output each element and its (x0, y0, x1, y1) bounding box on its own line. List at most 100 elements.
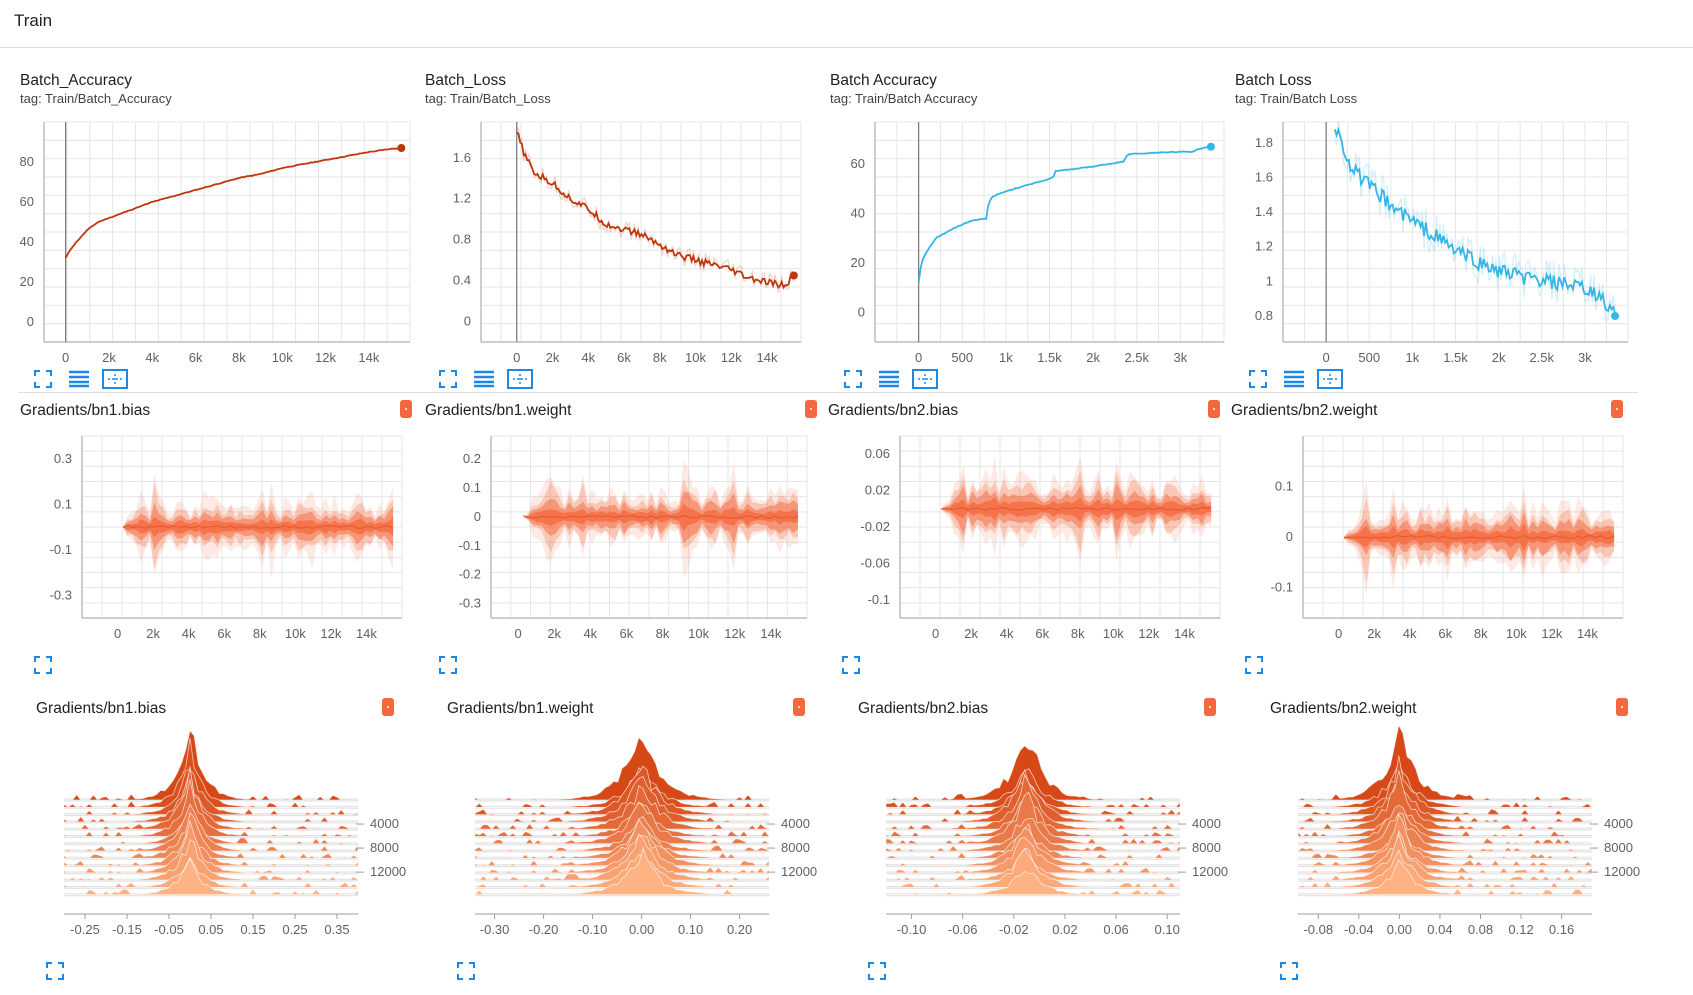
histogram-layer (1297, 770, 1592, 830)
x-tick-label: 0.00 (629, 922, 654, 937)
chart-batch-accuracy-2[interactable]: 0 500 1k 1.5k 2k 2.5k 3k 0 20 40 60 (830, 72, 1230, 392)
card-title: Gradients/bn1.weight (425, 402, 572, 419)
y-tick-label: -0.1 (1271, 580, 1293, 595)
series-line (516, 131, 795, 290)
y-tick-label: 1.4 (1255, 204, 1273, 219)
y-tick-label: -0.1 (868, 592, 890, 607)
distribution-band (122, 516, 394, 538)
chart-distribution-bn1-bias[interactable]: 0 2k 4k 6k 8k 10k 12k 14k 0.3 0.1 -0.1 -0.3 (20, 402, 420, 682)
menu-button[interactable] (1208, 400, 1220, 418)
fit-domain-icon[interactable] (1317, 368, 1343, 390)
x-tick-label: 1.5k (1037, 350, 1062, 365)
x-tick-label: 2k (547, 626, 561, 641)
menu-button[interactable] (400, 400, 412, 418)
card-title: Gradients/bn2.weight (1270, 700, 1417, 717)
card-tag: tag: Train/Batch Accuracy (830, 91, 978, 106)
histogram-layer (1297, 829, 1593, 874)
histogram-layer (885, 818, 1181, 852)
fit-domain-icon[interactable] (507, 368, 533, 390)
x-tick-label: 12k (315, 350, 336, 365)
distribution-band (1343, 523, 1615, 552)
menu-button[interactable] (382, 698, 394, 716)
menu-button[interactable] (1204, 698, 1216, 716)
fullscreen-icon[interactable] (840, 368, 866, 390)
x-tick-label: 2k (546, 350, 560, 365)
x-tick-label: 12k (721, 350, 742, 365)
x-tick-label: -0.10 (897, 922, 927, 937)
fit-domain-icon[interactable] (102, 368, 128, 390)
chart-histogram-bn1-bias[interactable]: 4000 8000 12000 -0.25 -0.15 -0.05 0.05 0.15 0.25… (36, 700, 416, 990)
chart-batch-accuracy[interactable]: 0 2k 4k 6k 8k 10k 12k 14k 0 20 40 60 80 (20, 72, 420, 392)
y-tick-label: -0.2 (459, 567, 481, 582)
histogram-card-bn2-weight: Gradients/bn2.weight 4000 8000 12000 -0.08-… (1270, 698, 1650, 990)
distribution-median-line (940, 506, 1212, 511)
distribution-card-bn1-weight: Gradients/bn1.weight 0 2k 4k 6k 8k 10k 12k 14k 0… (425, 400, 825, 682)
x-tick-label: 12k (320, 626, 341, 641)
fit-domain-icon[interactable] (912, 368, 938, 390)
x-tick-label: 1k (999, 350, 1013, 365)
menu-button[interactable] (1616, 698, 1628, 716)
fullscreen-icon[interactable] (435, 368, 461, 390)
fullscreen-icon[interactable] (1245, 368, 1271, 390)
x-tick-label: 8k (232, 350, 246, 365)
fullscreen-icon[interactable] (864, 960, 890, 982)
x-tick-label: -0.04 (1344, 922, 1374, 937)
fullscreen-icon[interactable] (1276, 960, 1302, 982)
histogram-layer (64, 729, 358, 801)
x-tick-label: 6k (1035, 626, 1049, 641)
data-table-icon[interactable] (876, 368, 902, 390)
chart-batch-loss[interactable]: 0 2k 4k 6k 8k 10k 12k 14k 0 0.4 0.8 1.2 1.6 (425, 72, 825, 392)
fullscreen-icon[interactable] (30, 654, 56, 676)
data-table-icon[interactable] (471, 368, 497, 390)
chart-distribution-bn2-bias[interactable]: 0 2k 4k 6k 8k 10k 12k 14k 0.06 0.02 -0.02 -0.06 -0.1 (828, 402, 1228, 682)
data-table-icon[interactable] (66, 368, 92, 390)
x-tick-label: 10k (1506, 626, 1527, 641)
chart-distribution-bn2-weight[interactable]: 0 2k 4k 6k 8k 10k 12k 14k 0.1 0 -0.1 (1231, 402, 1631, 682)
histogram-layer (885, 791, 1181, 845)
chart-histogram-bn2-weight[interactable]: 4000 8000 12000 -0.08 -0.04 0.00 0.04 0.08 0.12 0… (1270, 700, 1650, 990)
x-tick-label: 14k (356, 626, 377, 641)
histogram-layer (64, 768, 359, 816)
x-tick-label: 4k (1403, 626, 1417, 641)
fullscreen-icon[interactable] (1241, 654, 1267, 676)
y-tick-label: 0.02 (865, 483, 890, 498)
fullscreen-icon[interactable] (435, 654, 461, 676)
x-tick-label: 4k (145, 350, 159, 365)
fullscreen-icon[interactable] (42, 960, 68, 982)
scalar-card-batch-accuracy-2: Batch Accuracy tag: Train/Batch Accuracy… (830, 72, 1230, 392)
card-title: Gradients/bn1.weight (447, 700, 594, 717)
fullscreen-icon[interactable] (453, 960, 479, 982)
series-end-point (397, 144, 406, 152)
histogram-layer (886, 745, 1180, 801)
histogram-layer (1297, 812, 1592, 852)
y-tick-label: 1.8 (1255, 135, 1273, 150)
menu-button[interactable] (805, 400, 817, 418)
x-tick-label: 12k (724, 626, 745, 641)
menu-button[interactable] (1611, 400, 1623, 418)
x-tick-label: 0.12 (1508, 922, 1533, 937)
card-title: Gradients/bn2.bias (858, 700, 989, 717)
x-tick-label: 0.05 (198, 922, 223, 937)
chart-batch-loss-2[interactable]: 0 500 1k 1.5k 2k 2.5k 3k 0.8 1 1.2 1.4 1.6 1.8 (1235, 72, 1635, 392)
menu-button[interactable] (793, 698, 805, 716)
x-tick-label: 2k (102, 350, 116, 365)
series-line (64, 147, 402, 259)
histogram-layer (1297, 761, 1594, 808)
chart-histogram-bn1-weight[interactable]: 4000 8000 12000 -0.30 -0.20 -0.10 0.00 0.10 0.20 (447, 700, 827, 990)
y-tick-label: 1.6 (453, 150, 471, 165)
step-label: 8000 (370, 840, 399, 855)
series-line (917, 145, 1212, 283)
x-tick-label: -0.02 (999, 922, 1029, 937)
y-tick-label: 0.3 (54, 451, 72, 466)
chart-histogram-bn2-bias[interactable]: 4000 8000 12000 -0.10 -0.06 -0.02 0.02 0.06 0.10 (858, 700, 1238, 990)
fullscreen-icon[interactable] (30, 368, 56, 390)
fullscreen-icon[interactable] (838, 654, 864, 676)
chart-distribution-bn1-weight[interactable]: 0 2k 4k 6k 8k 10k 12k 14k 0.2 0.1 0 -0.1 -0.2 -0.3 (425, 402, 825, 682)
scalar-card-batch-loss-2: Batch Loss tag: Train/Batch Loss 0 500 1k 1… (1235, 72, 1635, 392)
x-tick-label: 0 (514, 626, 521, 641)
histogram-layer (885, 837, 1180, 874)
data-table-icon[interactable] (1281, 368, 1307, 390)
step-label: 12000 (781, 864, 817, 879)
x-tick-label: 8k (656, 626, 670, 641)
x-tick-label: 0.20 (727, 922, 752, 937)
